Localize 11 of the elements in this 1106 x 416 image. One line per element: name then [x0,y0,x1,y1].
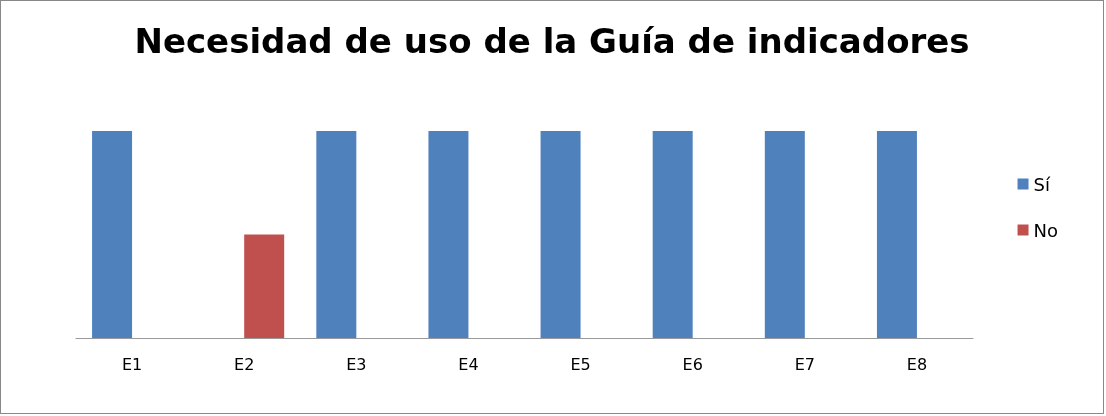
x-tick-label: E7 [794,354,815,374]
x-tick-label: E2 [234,354,255,374]
x-tick-label: E5 [570,354,591,374]
x-tick-label: E8 [906,354,928,374]
chart-title: Necesidad de uso de la Guía de indicadores [134,21,970,61]
x-tick-label: E4 [458,354,479,374]
x-tick-label: E3 [346,354,367,374]
x-tick-label: E6 [682,354,703,374]
legend-label: Sí [1033,173,1051,195]
legend-label: No [1033,219,1059,241]
x-tick-label: E1 [121,354,143,374]
